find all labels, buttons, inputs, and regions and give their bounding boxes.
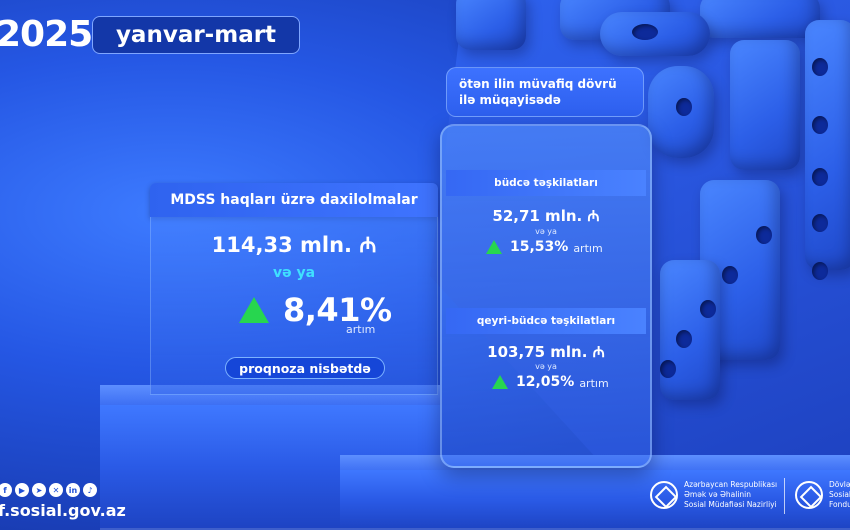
budget-orgs-amount: 52,71 mln. ₼ <box>492 207 600 225</box>
decor-block <box>805 20 850 270</box>
decor-dot <box>756 226 772 244</box>
comparison-note-line1: ötən ilin müvafiq dövrü <box>459 77 617 91</box>
ministry-name: Azərbaycan Respublikası Əmək və Əhalinin… <box>684 480 777 510</box>
fund-emblem-icon <box>795 481 823 509</box>
nonbudget-orgs-title: qeyri-büdcə təşkilatları <box>446 308 646 334</box>
youtube-icon[interactable]: ▶ <box>15 483 29 497</box>
decor-block <box>730 40 800 170</box>
facebook-icon[interactable]: f <box>0 483 12 497</box>
up-triangle-icon <box>239 297 269 323</box>
forecast-basis-badge: proqnoza nisbətdə <box>225 357 385 379</box>
comparison-note: ötən ilin müvafiq dövrü ilə müqayisədə <box>446 67 644 117</box>
ministry-name-line2: Əmək və Əhalinin <box>684 490 751 499</box>
left-card-growth-word: artım <box>346 323 376 336</box>
left-card-amount: 114,33 mln. ₼ <box>211 233 377 257</box>
budget-orgs-title: büdcə təşkilatları <box>446 170 646 196</box>
left-card-percent: 8,41% <box>283 291 392 329</box>
telegram-icon[interactable]: ➤ <box>32 483 46 497</box>
nonbudget-orgs-or-text: və ya <box>535 362 557 371</box>
nonbudget-orgs-percent: 12,05% <box>516 374 575 390</box>
right-card: büdcə təşkilatları 52,71 mln. ₼ və ya 15… <box>440 124 652 468</box>
ministry-name-line1: Azərbaycan Respublikası <box>684 480 778 489</box>
year-label: 2025 <box>0 14 93 55</box>
ministry-name-line3: Sosial Müdafiəsi Nazirliyi <box>684 500 777 509</box>
left-card: 114,33 mln. ₼ və ya 8,41% artım proqnoza… <box>150 217 438 395</box>
fund-name: Dövlə Sosial Fondu <box>829 480 850 510</box>
social-icons-row: f ▶ ➤ ✕ in ♪ <box>0 483 97 497</box>
up-triangle-icon <box>486 240 502 254</box>
fund-name-line3: Fondu <box>829 500 850 509</box>
decor-dot <box>812 262 828 280</box>
budget-orgs-percent: 15,53% <box>510 239 569 255</box>
decor-dot <box>812 116 828 134</box>
decor-dot <box>676 98 692 116</box>
up-triangle-icon <box>492 375 508 389</box>
tiktok-icon[interactable]: ♪ <box>83 483 97 497</box>
comparison-note-line2: ilə müqayisədə <box>459 93 561 107</box>
decor-dot <box>660 360 676 378</box>
fund-name-line1: Dövlə <box>829 480 850 489</box>
decor-dot <box>676 330 692 348</box>
linkedin-icon[interactable]: in <box>66 483 80 497</box>
website-link[interactable]: f.sosial.gov.az <box>0 501 126 520</box>
footer-divider <box>784 478 785 514</box>
pedestal-right <box>340 470 850 530</box>
budget-orgs-growth-word: artım <box>573 242 603 255</box>
ministry-logo: Azərbaycan Respublikası Əmək və Əhalinin… <box>650 480 777 510</box>
nonbudget-orgs-amount: 103,75 mln. ₼ <box>487 343 605 361</box>
nonbudget-orgs-percent-row: 12,05% artım <box>492 374 609 390</box>
decor-dot <box>700 300 716 318</box>
budget-orgs-percent-row: 15,53% artım <box>486 239 603 255</box>
period-badge: yanvar-mart <box>92 16 300 54</box>
left-card-or-text: və ya <box>272 265 316 281</box>
decor-dot <box>812 58 828 76</box>
decor-dot <box>812 168 828 186</box>
fund-logo: Dövlə Sosial Fondu <box>795 480 850 510</box>
left-card-title: MDSS haqları üzrə daxilolmalar <box>150 183 438 217</box>
budget-orgs-or-text: və ya <box>535 227 557 236</box>
decor-block <box>456 0 526 50</box>
decor-dot <box>812 214 828 232</box>
decor-dot <box>722 266 738 284</box>
decor-dot <box>632 24 658 40</box>
decor-block <box>660 260 720 400</box>
fund-name-line2: Sosial <box>829 490 850 499</box>
left-card-percent-row: 8,41% <box>239 289 392 331</box>
ministry-emblem-icon <box>650 481 678 509</box>
x-icon[interactable]: ✕ <box>49 483 63 497</box>
nonbudget-orgs-growth-word: artım <box>579 377 609 390</box>
decor-block <box>700 0 820 38</box>
